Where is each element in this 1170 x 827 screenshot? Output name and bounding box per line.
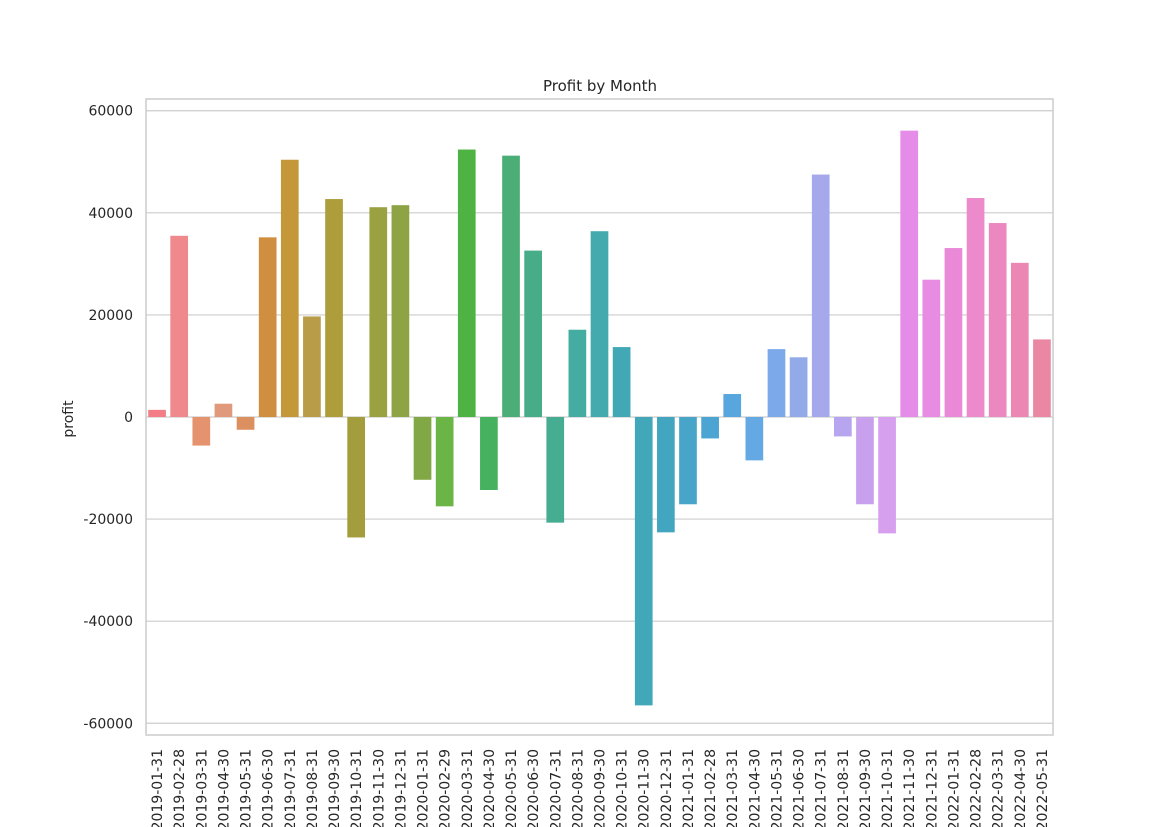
bar — [435, 417, 454, 507]
bars-group — [148, 130, 1051, 706]
x-tick-label: 2020-09-30 — [593, 749, 609, 827]
y-axis-label: profit — [61, 400, 77, 438]
x-tick-label: 2021-09-30 — [858, 749, 874, 827]
bar — [192, 417, 211, 446]
x-tick-label: 2021-01-31 — [681, 749, 697, 827]
bar — [214, 403, 233, 417]
x-tick-label: 2019-10-31 — [349, 749, 365, 827]
bar — [1010, 262, 1029, 417]
y-tick-label: 20000 — [88, 308, 133, 324]
chart-title: Profit by Month — [543, 77, 657, 95]
x-tick-label: 2020-10-31 — [615, 749, 631, 827]
bar — [148, 409, 166, 417]
x-tick-label: 2021-10-31 — [880, 749, 896, 827]
bar — [457, 149, 476, 417]
bar — [856, 417, 874, 505]
x-tick-label: 2022-01-31 — [946, 749, 962, 827]
bar — [679, 417, 697, 505]
bar — [590, 231, 609, 417]
x-tick-label: 2020-05-31 — [504, 749, 520, 827]
bar — [723, 394, 742, 417]
bar — [369, 207, 388, 417]
x-tick-label: 2022-03-31 — [991, 749, 1007, 827]
bar — [413, 417, 432, 480]
x-tick-label: 2021-11-30 — [902, 749, 918, 827]
x-tick-label: 2019-07-31 — [283, 749, 299, 827]
bar — [391, 205, 410, 417]
bar — [1033, 339, 1051, 417]
bar — [280, 159, 299, 417]
bar — [325, 199, 343, 417]
bar — [922, 279, 941, 417]
x-tick-label: 2021-12-31 — [924, 749, 940, 827]
x-tick-label: 2021-02-28 — [703, 749, 719, 827]
x-tick-label: 2022-05-31 — [1035, 749, 1051, 827]
x-tick-label: 2020-07-31 — [548, 749, 564, 827]
y-tick-label: -40000 — [83, 614, 133, 630]
x-tick-label: 2021-05-31 — [769, 749, 785, 827]
bar — [900, 130, 919, 418]
x-tick-label: 2019-02-28 — [172, 749, 188, 827]
bar — [634, 417, 653, 706]
x-tick-label: 2022-04-30 — [1013, 749, 1029, 827]
x-tick-labels: 2019-01-31 2019-02-28 2019-03-31 2019-04-30… — [150, 749, 1051, 827]
y-tick-label: 0 — [124, 410, 133, 426]
bar — [236, 417, 255, 430]
x-tick-label: 2019-06-30 — [261, 749, 277, 827]
bar — [789, 357, 808, 417]
bar — [701, 417, 719, 439]
x-tick-label: 2021-07-31 — [814, 749, 830, 827]
x-tick-label: 2021-04-30 — [747, 749, 763, 827]
x-tick-label: 2019-11-30 — [371, 749, 387, 827]
x-tick-label: 2019-08-31 — [305, 749, 321, 827]
x-tick-label: 2020-02-29 — [438, 749, 454, 827]
bar — [612, 347, 631, 417]
bar — [944, 248, 963, 417]
plot-frame — [145, 98, 1054, 736]
x-tick-label: 2019-12-31 — [393, 749, 409, 827]
y-tick-label: 40000 — [88, 206, 133, 222]
bar — [546, 417, 565, 523]
bar — [502, 155, 520, 417]
y-tick-labels: -60000 -40000 -20000 0 20000 40000 60000 — [83, 104, 133, 733]
x-tick-label: 2019-03-31 — [194, 749, 210, 827]
y-tick-label: -20000 — [83, 512, 133, 528]
x-tick-label: 2021-08-31 — [836, 749, 852, 827]
x-tick-label: 2019-01-31 — [150, 749, 166, 827]
x-tick-label: 2020-12-31 — [659, 749, 675, 827]
bar — [258, 237, 277, 417]
x-tick-label: 2019-05-31 — [239, 749, 255, 827]
bar — [347, 417, 366, 538]
bar — [878, 417, 896, 534]
y-tick-label: 60000 — [88, 104, 133, 120]
bar — [480, 417, 498, 490]
bar — [988, 223, 1007, 417]
bar — [767, 349, 786, 417]
bar — [170, 235, 189, 417]
x-tick-label: 2020-03-31 — [460, 749, 476, 827]
bar — [657, 417, 675, 533]
bar — [966, 198, 985, 417]
x-tick-label: 2020-11-30 — [637, 749, 653, 827]
y-tick-label: -60000 — [83, 716, 133, 732]
x-tick-label: 2019-09-30 — [327, 749, 343, 827]
bar — [303, 316, 321, 417]
bar — [568, 329, 587, 417]
x-tick-label: 2021-06-30 — [792, 749, 808, 827]
x-tick-label: 2020-08-31 — [570, 749, 586, 827]
x-tick-label: 2020-06-30 — [526, 749, 542, 827]
x-tick-label: 2020-04-30 — [482, 749, 498, 827]
x-tick-label: 2021-03-31 — [725, 749, 741, 827]
x-tick-label: 2019-04-30 — [216, 749, 232, 827]
bar — [811, 174, 830, 417]
bar — [833, 417, 852, 437]
x-tick-label: 2022-02-28 — [969, 749, 985, 827]
bar — [745, 417, 764, 461]
x-tick-label: 2020-01-31 — [416, 749, 432, 827]
bar — [524, 250, 542, 417]
